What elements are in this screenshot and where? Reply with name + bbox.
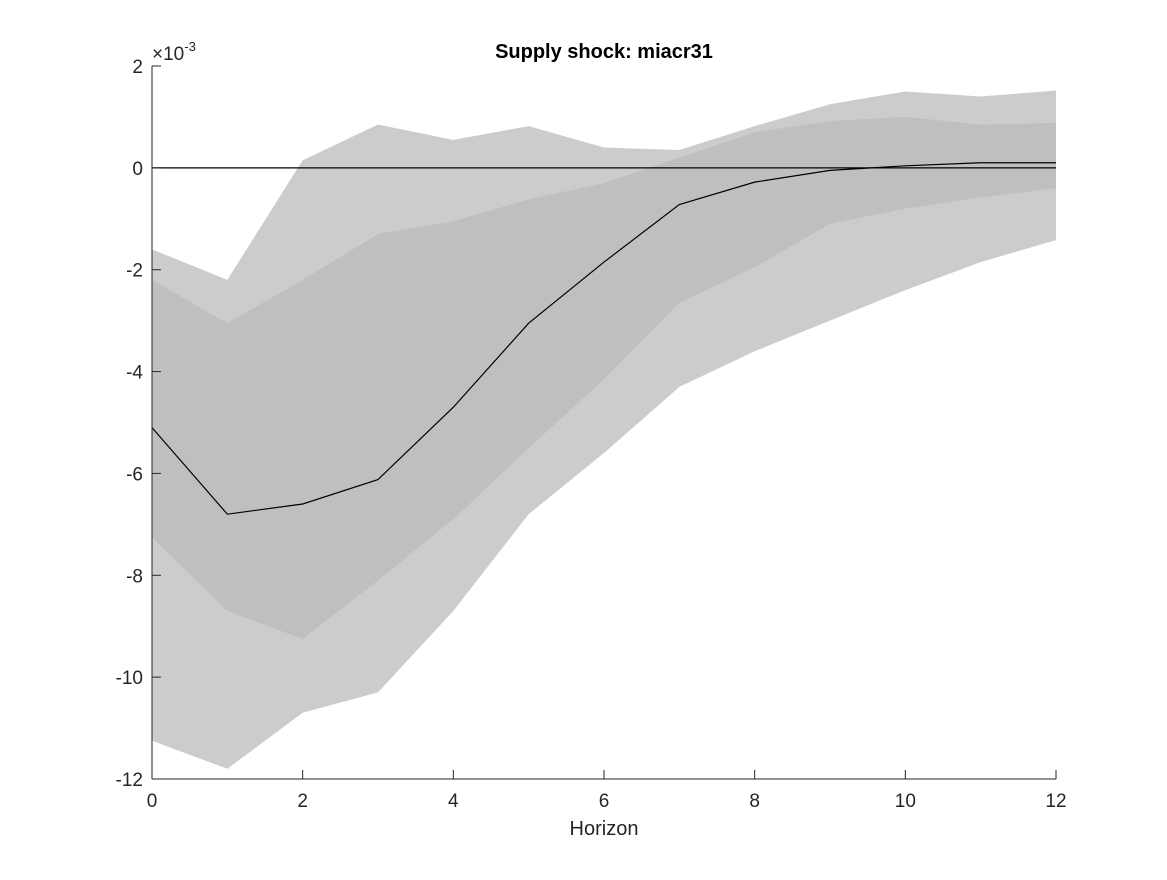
x-tick-label: 10 [895,791,916,812]
y-tick-label: -6 [126,464,143,485]
inner-confidence-band [152,116,1056,639]
x-tick-label: 8 [749,791,760,812]
chart-title: Supply shock: miacr31 [495,41,713,63]
y-axis-exponent: ×10-3 [152,39,196,65]
y-tick-label: -4 [126,363,143,384]
x-tick-label: 6 [599,791,610,812]
y-tick-label: 2 [132,57,143,78]
y-axis-exponent-base: ×10 [152,44,184,65]
x-tick-label: 4 [448,791,459,812]
y-axis-exponent-power: -3 [184,39,196,54]
x-tick-label: 12 [1045,791,1066,812]
x-axis-label: Horizon [570,818,639,840]
y-tick-label: -8 [126,566,143,587]
median-response-line [151,162,1056,515]
x-tick-label: 2 [297,791,308,812]
y-tick-label: -12 [116,770,143,791]
y-tick-label: 0 [132,159,143,180]
y-tick-label: -2 [126,261,143,282]
x-tick-label: 0 [147,791,158,812]
y-tick-label: -10 [116,668,143,689]
